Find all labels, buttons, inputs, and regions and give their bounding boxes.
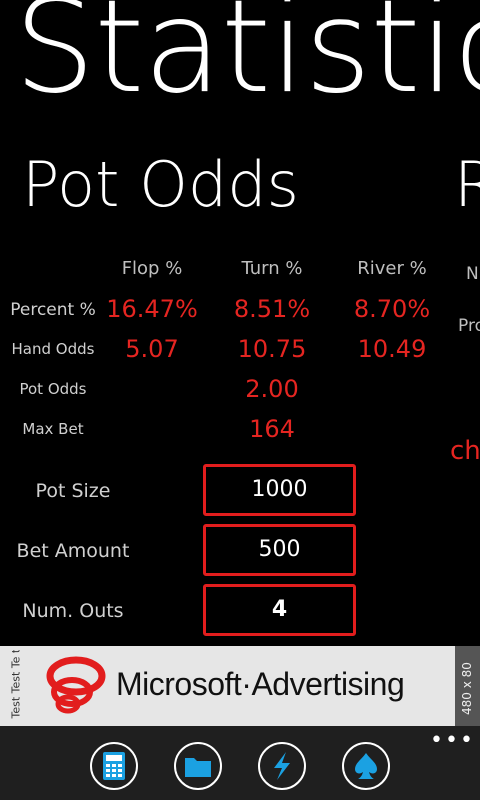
- pivot-header-pot-odds[interactable]: Pot Odds: [22, 148, 299, 221]
- row-label-pot-odds: Pot Odds: [19, 380, 87, 398]
- ad-size-label: 480 x 80: [460, 662, 474, 715]
- row-label-max-bet: Max Bet: [22, 420, 84, 438]
- pivot-header-next[interactable]: R: [454, 148, 480, 221]
- ad-test-label-box: Test Test Te t: [4, 650, 26, 722]
- row-label-percent: Percent %: [10, 300, 96, 320]
- row-label-hand-odds: Hand Odds: [11, 340, 95, 358]
- value-hand-odds-river: 10.49: [357, 335, 427, 363]
- column-header-flop: Flop %: [121, 258, 183, 279]
- value-max-bet-turn: 164: [249, 415, 295, 443]
- value-percent-river: 8.70%: [353, 295, 431, 323]
- spade-icon: [355, 753, 377, 779]
- column-header-river: River %: [357, 258, 427, 279]
- pot-size-label: Pot Size: [35, 480, 111, 502]
- value-pot-odds-turn: 2.00: [245, 375, 299, 403]
- bet-amount-label: Bet Amount: [16, 540, 130, 562]
- ad-test-label: Test Test Te t: [9, 650, 23, 719]
- num-outs-label: Num. Outs: [22, 600, 124, 622]
- column-header-turn: Turn %: [241, 258, 303, 279]
- spade-button[interactable]: [342, 742, 390, 790]
- value-percent-flop: 16.47%: [106, 295, 198, 323]
- value-hand-odds-turn: 10.75: [237, 335, 307, 363]
- microsoft-advertising-logo-icon: [46, 656, 106, 714]
- bet-amount-input[interactable]: 500: [203, 524, 356, 576]
- value-hand-odds-flop: 5.07: [125, 335, 179, 363]
- calculator-icon: [103, 752, 125, 780]
- lightning-button[interactable]: [258, 742, 306, 790]
- lightning-icon: [274, 752, 290, 780]
- calculator-button[interactable]: [90, 742, 138, 790]
- next-pivot-peek-value: ch: [450, 436, 480, 466]
- value-percent-turn: 8.51%: [233, 295, 311, 323]
- next-pivot-peek-label-2: Pro: [458, 316, 480, 336]
- folder-icon: [185, 758, 211, 777]
- ad-size-box: 480 x 80: [455, 646, 480, 726]
- next-pivot-peek-label-1: N: [466, 264, 479, 284]
- folder-button[interactable]: [174, 742, 222, 790]
- num-outs-input[interactable]: 4: [203, 584, 356, 636]
- app-title: Statistic: [14, 0, 480, 122]
- app-bar: •••: [0, 726, 480, 800]
- more-options-icon[interactable]: •••: [430, 728, 475, 753]
- pot-size-input[interactable]: 1000: [203, 464, 356, 516]
- ad-banner[interactable]: Test Test Te t Microsoft·Advertising 480…: [0, 646, 480, 726]
- ad-brand-text: Microsoft·Advertising: [116, 666, 405, 702]
